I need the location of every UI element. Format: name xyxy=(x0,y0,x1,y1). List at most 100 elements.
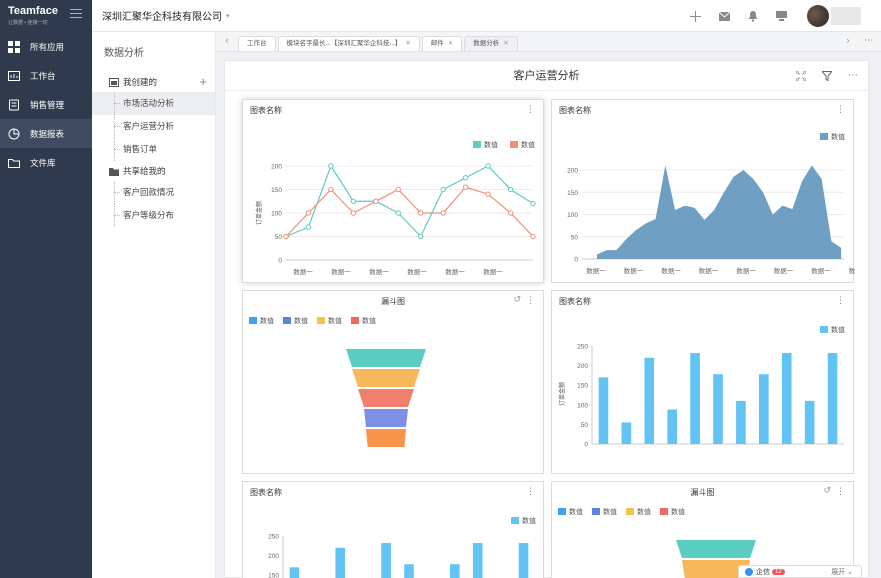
y-tick-label: 150 xyxy=(268,573,279,578)
nav-item-label: 所有应用 xyxy=(30,41,65,52)
bar xyxy=(404,564,414,578)
nav-item-all-apps[interactable]: 所有应用 xyxy=(0,32,92,61)
add-icon[interactable] xyxy=(690,10,701,22)
y-tick-label: 250 xyxy=(268,534,279,541)
data-point xyxy=(418,210,424,216)
nav-item-files[interactable]: 文件库 xyxy=(0,148,92,177)
data-point xyxy=(373,198,379,204)
legend-swatch xyxy=(283,317,291,324)
more-icon[interactable]: ⋯ xyxy=(848,70,858,81)
legend-swatch xyxy=(510,141,518,148)
more-icon[interactable]: ⋯ xyxy=(864,35,873,45)
bell-icon[interactable] xyxy=(748,10,758,22)
bar-chart-card[interactable]: 图表名称 ⋮ 数值 0 50 100 150 200 250 订单金额 xyxy=(551,290,854,474)
close-icon[interactable]: ✕ xyxy=(447,40,454,47)
legend-swatch xyxy=(820,326,828,333)
chevron-down-icon[interactable]: ▾ xyxy=(226,12,230,20)
tab-label: 邮件 xyxy=(430,40,444,47)
sales-icon xyxy=(9,99,19,110)
bar-chart-card-2[interactable]: 图表名称 ⋮ 数值150200250订单金额 xyxy=(242,481,544,578)
chat-expand-button[interactable]: 展开 ⌄ xyxy=(831,568,853,576)
y-tick-label: 0 xyxy=(574,257,578,264)
filter-icon[interactable] xyxy=(822,61,832,91)
area-fill xyxy=(597,165,842,259)
bar xyxy=(781,353,792,444)
group-my-created[interactable]: 我创建的 + xyxy=(92,72,215,92)
card-menu-icon[interactable]: ⋮ xyxy=(526,486,535,496)
area-chart-card[interactable]: 图表名称 ⋮ 数值 0 50 100 150 200 数据一 数据一 数据一 数据一 数据一 数据一数… xyxy=(551,99,855,283)
line-chart-card[interactable]: 图表名称 ⋮ 数值 数值 0 50 100 150 200 订单金额 数据一 数据一 数据一 数据一数… xyxy=(242,99,544,283)
funnel-chart-card[interactable]: 漏斗图 ↺ ⋮ 数值 数值 数值 数值 xyxy=(242,290,544,474)
x-tick-label: 数据一 xyxy=(736,266,756,275)
tab-module[interactable]: 模块名字最长...【深圳汇聚华企科技...】 ✕ xyxy=(277,36,420,51)
avatar[interactable] xyxy=(807,5,829,27)
x-tick-label: 数据一 xyxy=(293,267,313,276)
data-point xyxy=(350,210,357,216)
tab-data-analysis[interactable]: 数据分析 ✕ xyxy=(464,36,518,51)
funnel-level xyxy=(364,409,408,427)
chat-widget[interactable]: 企信 12 展开 ⌄ xyxy=(738,565,862,578)
tab-workbench[interactable]: 工作台 xyxy=(238,36,276,51)
card-title: 图表名称 xyxy=(559,106,591,115)
card-menu-icon[interactable]: ⋮ xyxy=(836,295,845,305)
brand-name: Teamface xyxy=(8,5,58,17)
nav-item-workbench[interactable]: 工作台 xyxy=(0,61,92,90)
sidebar-item-sales-orders[interactable]: 销售订单 xyxy=(92,138,215,161)
nav-item-reports[interactable]: 数据报表 xyxy=(0,119,92,148)
legend-swatch xyxy=(558,508,566,515)
chevron-right-icon[interactable]: › xyxy=(846,35,850,45)
close-icon[interactable]: ✕ xyxy=(405,40,411,47)
tab-label: 数据分析 xyxy=(473,40,500,47)
tab-mail[interactable]: 邮件 ✕ xyxy=(421,36,463,51)
y-tick-label: 150 xyxy=(567,190,578,197)
bar xyxy=(472,543,483,578)
y-tick-label: 50 xyxy=(571,234,579,241)
card-title: 漏斗图 xyxy=(690,488,715,497)
top-bar: 深圳汇聚华企科技有限公司 ▾ xyxy=(92,0,881,32)
legend-label: 数值 xyxy=(603,507,617,516)
company-name[interactable]: 深圳汇聚华企科技有限公司 xyxy=(102,12,222,23)
data-point xyxy=(440,186,446,193)
add-report-icon[interactable]: + xyxy=(199,74,207,89)
sidebar-item-market-analysis[interactable]: 市场活动分析 xyxy=(92,92,215,115)
history-icon[interactable]: ↺ xyxy=(513,294,521,304)
legend-swatch xyxy=(511,517,519,524)
user-name-blurred[interactable] xyxy=(831,7,861,25)
legend-swatch xyxy=(473,141,481,148)
legend-label: 数值 xyxy=(831,132,845,141)
y-tick-label: 150 xyxy=(577,383,588,390)
history-icon[interactable]: ↺ xyxy=(823,485,831,495)
x-tick-label: 数据一 xyxy=(445,267,465,276)
series-line xyxy=(285,186,534,237)
close-icon[interactable]: ✕ xyxy=(503,40,509,47)
card-menu-icon[interactable]: ⋮ xyxy=(836,486,845,496)
data-point xyxy=(395,210,401,216)
monitor-icon[interactable] xyxy=(776,11,787,21)
fullscreen-icon[interactable] xyxy=(796,61,806,91)
nav-item-sales[interactable]: 销售管理 xyxy=(0,90,92,119)
chevron-left-icon[interactable]: ‹ xyxy=(225,35,229,45)
card-menu-icon[interactable]: ⋮ xyxy=(526,104,535,114)
y-tick-label: 200 xyxy=(271,164,282,171)
sidebar-item-payments[interactable]: 客户回款情况 xyxy=(92,181,215,204)
x-tick-label: 数据一 xyxy=(624,266,644,275)
y-tick-label: 0 xyxy=(278,258,282,265)
group-shared-with-me[interactable]: 共享给我的 xyxy=(92,161,215,181)
funnel-level xyxy=(366,429,406,447)
menu-collapse-icon[interactable] xyxy=(70,9,82,19)
funnel-chart-card-2[interactable]: 漏斗图 ↺ ⋮ 数值 数值 数值 数值 xyxy=(551,481,854,578)
funnel-chart: 数值 数值 数值 数值 xyxy=(249,316,426,447)
card-menu-icon[interactable]: ⋮ xyxy=(526,295,535,305)
funnel-level xyxy=(358,389,414,407)
data-point xyxy=(328,163,334,169)
brand-logo[interactable]: Teamface 让数据 • 连接一切 xyxy=(0,0,92,32)
bar xyxy=(804,400,815,444)
sidebar-item-customer-levels[interactable]: 客户等级分布 xyxy=(92,204,215,227)
mail-icon[interactable] xyxy=(719,11,730,21)
sidebar-item-customer-ops[interactable]: 客户运营分析 xyxy=(92,115,215,138)
legend-label: 数值 xyxy=(294,316,308,325)
card-menu-icon[interactable]: ⋮ xyxy=(836,104,845,114)
top-actions xyxy=(672,0,861,32)
legend-swatch xyxy=(249,317,257,324)
